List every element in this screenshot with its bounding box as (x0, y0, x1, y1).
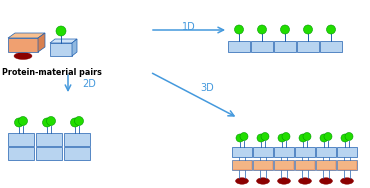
Circle shape (324, 133, 332, 140)
Circle shape (235, 25, 243, 34)
Bar (233, 161, 251, 169)
Circle shape (280, 25, 289, 34)
Bar (275, 161, 293, 169)
Bar (337, 147, 357, 157)
Circle shape (257, 134, 265, 142)
Polygon shape (8, 38, 38, 52)
Bar (232, 147, 252, 157)
Circle shape (278, 134, 286, 142)
Circle shape (43, 118, 51, 127)
Ellipse shape (299, 178, 312, 184)
Bar (337, 160, 357, 170)
Ellipse shape (14, 52, 32, 59)
Bar (64, 133, 90, 146)
Bar (253, 147, 273, 157)
Bar (8, 133, 34, 146)
Circle shape (345, 133, 353, 140)
Circle shape (14, 118, 24, 127)
Circle shape (303, 133, 311, 140)
Circle shape (341, 134, 349, 142)
Bar (320, 41, 342, 52)
Circle shape (326, 25, 336, 34)
Ellipse shape (235, 178, 249, 184)
Circle shape (299, 134, 307, 142)
Ellipse shape (278, 178, 290, 184)
Bar (251, 41, 273, 52)
Text: Protein-material pairs: Protein-material pairs (2, 68, 102, 77)
Circle shape (303, 25, 313, 34)
Bar (295, 160, 315, 170)
Polygon shape (8, 33, 45, 38)
Circle shape (18, 117, 27, 126)
Bar (228, 41, 250, 52)
Polygon shape (50, 39, 77, 43)
Polygon shape (38, 33, 45, 52)
Bar (36, 147, 62, 160)
Bar (317, 161, 335, 169)
Bar (8, 147, 34, 160)
Bar (297, 41, 319, 52)
Bar (295, 147, 315, 157)
Circle shape (320, 134, 328, 142)
Circle shape (240, 133, 248, 140)
Circle shape (71, 118, 80, 127)
Ellipse shape (340, 178, 353, 184)
Bar (338, 161, 356, 169)
Bar (316, 147, 336, 157)
Text: 1D: 1D (182, 22, 196, 32)
Circle shape (47, 117, 55, 126)
Polygon shape (72, 39, 77, 56)
Circle shape (282, 133, 290, 140)
Bar (274, 147, 294, 157)
Polygon shape (50, 43, 72, 56)
Circle shape (261, 133, 269, 140)
Bar (232, 160, 252, 170)
Text: 2D: 2D (82, 79, 96, 89)
Bar (274, 160, 294, 170)
Circle shape (74, 117, 84, 126)
Bar (254, 161, 272, 169)
Bar (296, 161, 314, 169)
Ellipse shape (256, 178, 269, 184)
Bar (36, 133, 62, 146)
Bar (64, 147, 90, 160)
Circle shape (258, 25, 266, 34)
Bar (253, 160, 273, 170)
Text: 3D: 3D (200, 83, 214, 93)
Bar (274, 41, 296, 52)
Bar (316, 160, 336, 170)
Ellipse shape (320, 178, 333, 184)
Circle shape (236, 134, 244, 142)
Circle shape (56, 26, 66, 36)
